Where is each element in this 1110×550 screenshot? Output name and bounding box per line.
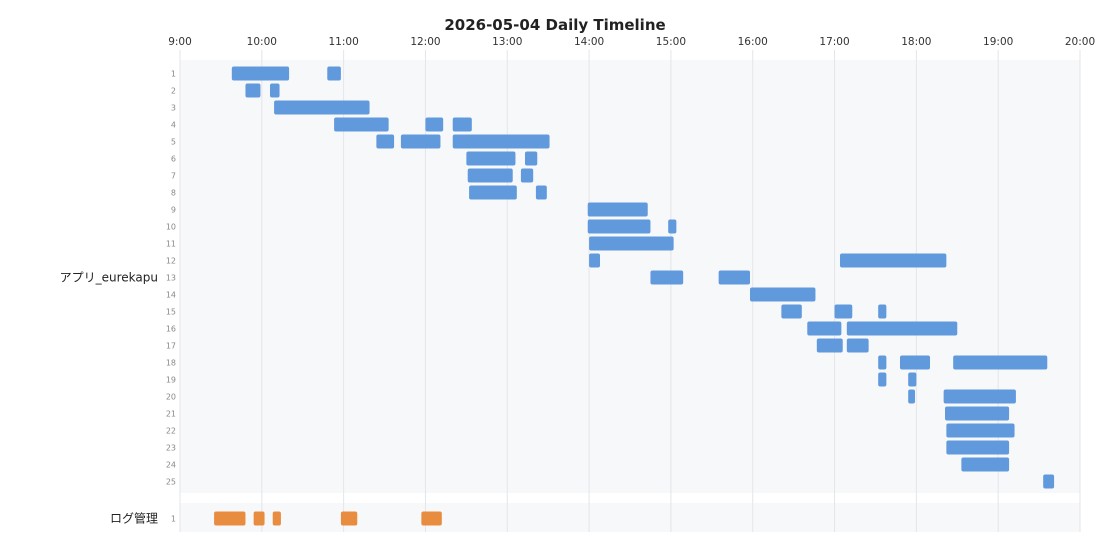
timeline-bar xyxy=(908,389,915,404)
timeline-bar xyxy=(340,511,358,526)
timeline-bar xyxy=(452,117,472,132)
timeline-bar xyxy=(961,457,1010,472)
x-tick-label: 16:00 xyxy=(738,36,768,48)
x-tick-label: 19:00 xyxy=(983,36,1013,48)
timeline-bar xyxy=(943,389,1016,404)
group-label: アプリ_eurekapu xyxy=(60,271,158,285)
timeline-bar xyxy=(466,151,516,166)
timeline-bar xyxy=(816,338,843,353)
timeline-bar xyxy=(535,185,547,200)
timeline-bar xyxy=(908,372,917,387)
row-label: 3 xyxy=(171,104,176,113)
x-tick-label: 10:00 xyxy=(247,36,277,48)
row-label: 2 xyxy=(171,87,176,96)
timeline-bar xyxy=(274,100,370,115)
x-tick-label: 18:00 xyxy=(901,36,931,48)
row-label: 16 xyxy=(166,325,176,334)
timeline-bar xyxy=(878,304,887,319)
row-label: 6 xyxy=(171,155,176,164)
row-label: 5 xyxy=(171,138,176,147)
timeline-bar xyxy=(231,66,290,81)
timeline-bar xyxy=(1043,474,1055,489)
timeline-bar xyxy=(520,168,534,183)
timeline-bar xyxy=(945,406,1010,421)
timeline-bar xyxy=(846,321,958,336)
timeline-bar xyxy=(953,355,1048,370)
row-label: 24 xyxy=(166,461,176,470)
timeline-bar xyxy=(589,236,674,251)
x-tick-label: 11:00 xyxy=(329,36,359,48)
timeline-bar xyxy=(334,117,389,132)
timeline-bar xyxy=(467,168,513,183)
row-label: 1 xyxy=(171,70,176,79)
timeline-bar xyxy=(376,134,395,149)
row-label: 25 xyxy=(166,478,176,487)
timeline-bar xyxy=(840,253,947,268)
timeline-bar xyxy=(272,511,281,526)
row-label: 9 xyxy=(171,206,176,215)
row-label: 13 xyxy=(166,274,176,283)
timeline-bar xyxy=(846,338,869,353)
plot-background xyxy=(180,60,1080,532)
plot-band xyxy=(180,503,1080,532)
row-label: 1 xyxy=(171,515,176,524)
timeline-bar xyxy=(587,219,651,234)
x-tick-label: 9:00 xyxy=(168,36,192,48)
timeline-bar xyxy=(946,423,1015,438)
group-labels: アプリ_eurekapu ログ管理 xyxy=(60,271,158,526)
timeline-bar xyxy=(946,440,1010,455)
row-label: 17 xyxy=(166,342,176,351)
x-tick-label: 15:00 xyxy=(656,36,686,48)
timeline-bar xyxy=(650,270,684,285)
timeline-bar xyxy=(807,321,842,336)
timeline-bar xyxy=(587,202,648,217)
timeline-bar xyxy=(469,185,517,200)
timeline-bar xyxy=(245,83,261,98)
plot-band xyxy=(180,60,1080,493)
x-tick-label: 13:00 xyxy=(492,36,522,48)
x-tick-label: 17:00 xyxy=(819,36,849,48)
row-labels: 1234567891011121314151617181920212223242… xyxy=(166,70,176,524)
timeline-bar xyxy=(421,511,442,526)
x-tick-label: 12:00 xyxy=(410,36,440,48)
row-label: 8 xyxy=(171,189,176,198)
timeline-bar xyxy=(878,355,887,370)
timeline-bars xyxy=(214,66,1055,526)
x-tick-label: 14:00 xyxy=(574,36,604,48)
row-label: 20 xyxy=(166,393,176,402)
timeline-bar xyxy=(270,83,280,98)
timeline-bar xyxy=(668,219,677,234)
timeline-bar xyxy=(400,134,441,149)
row-label: 14 xyxy=(166,291,176,300)
timeline-bar xyxy=(425,117,444,132)
timeline-bar xyxy=(589,253,600,268)
x-axis-ticks: 9:00 10:00 11:00 12:00 13:00 14:00 15:00 16:00 1… xyxy=(168,36,1095,48)
row-label: 11 xyxy=(166,240,176,249)
group-label: ログ管理 xyxy=(110,511,158,526)
row-label: 7 xyxy=(171,172,176,181)
timeline-bar xyxy=(900,355,930,370)
row-label: 10 xyxy=(166,223,176,232)
chart-title: 2026-05-04 Daily Timeline xyxy=(444,16,665,34)
row-label: 15 xyxy=(166,308,176,317)
row-label: 4 xyxy=(171,121,176,130)
row-label: 22 xyxy=(166,427,176,436)
row-label: 21 xyxy=(166,410,176,419)
timeline-bar xyxy=(214,511,246,526)
timeline-bar xyxy=(525,151,538,166)
timeline-bar xyxy=(781,304,802,319)
row-label: 12 xyxy=(166,257,176,266)
timeline-bar xyxy=(878,372,887,387)
timeline-bar xyxy=(718,270,750,285)
timeline-bar xyxy=(452,134,550,149)
timeline-bar xyxy=(327,66,341,81)
x-tick-label: 20:00 xyxy=(1065,36,1095,48)
row-label: 18 xyxy=(166,359,176,368)
row-label: 19 xyxy=(166,376,176,385)
timeline-bar xyxy=(834,304,853,319)
timeline-bar xyxy=(750,287,816,302)
timeline-bar xyxy=(253,511,265,526)
row-label: 23 xyxy=(166,444,176,453)
